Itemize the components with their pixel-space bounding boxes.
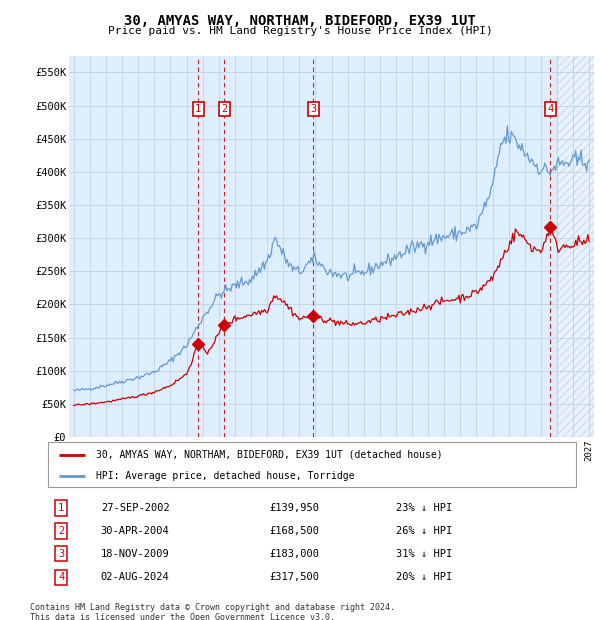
Text: 02-AUG-2024: 02-AUG-2024 bbox=[101, 572, 170, 583]
Text: Contains HM Land Registry data © Crown copyright and database right 2024.: Contains HM Land Registry data © Crown c… bbox=[30, 603, 395, 612]
FancyBboxPatch shape bbox=[48, 442, 576, 487]
Text: Price paid vs. HM Land Registry's House Price Index (HPI): Price paid vs. HM Land Registry's House … bbox=[107, 26, 493, 36]
Text: 3: 3 bbox=[310, 104, 317, 114]
Text: 20% ↓ HPI: 20% ↓ HPI bbox=[397, 572, 453, 583]
Bar bbox=[557, 56, 594, 437]
Text: This data is licensed under the Open Government Licence v3.0.: This data is licensed under the Open Gov… bbox=[30, 613, 335, 620]
Text: £168,500: £168,500 bbox=[270, 526, 320, 536]
Text: HPI: Average price, detached house, Torridge: HPI: Average price, detached house, Torr… bbox=[95, 471, 354, 480]
Text: 18-NOV-2009: 18-NOV-2009 bbox=[101, 549, 170, 559]
Text: 26% ↓ HPI: 26% ↓ HPI bbox=[397, 526, 453, 536]
Text: 1: 1 bbox=[58, 503, 64, 513]
Text: 2: 2 bbox=[58, 526, 64, 536]
Text: 27-SEP-2002: 27-SEP-2002 bbox=[101, 503, 170, 513]
Text: 3: 3 bbox=[58, 549, 64, 559]
Text: 2: 2 bbox=[221, 104, 227, 114]
Text: 30-APR-2004: 30-APR-2004 bbox=[101, 526, 170, 536]
Text: £139,950: £139,950 bbox=[270, 503, 320, 513]
Text: 1: 1 bbox=[195, 104, 202, 114]
Text: 30, AMYAS WAY, NORTHAM, BIDEFORD, EX39 1UT: 30, AMYAS WAY, NORTHAM, BIDEFORD, EX39 1… bbox=[124, 14, 476, 28]
Text: 31% ↓ HPI: 31% ↓ HPI bbox=[397, 549, 453, 559]
Text: £183,000: £183,000 bbox=[270, 549, 320, 559]
Text: 23% ↓ HPI: 23% ↓ HPI bbox=[397, 503, 453, 513]
Bar bbox=[557, 56, 594, 437]
Text: 4: 4 bbox=[58, 572, 64, 583]
Text: £317,500: £317,500 bbox=[270, 572, 320, 583]
Text: 30, AMYAS WAY, NORTHAM, BIDEFORD, EX39 1UT (detached house): 30, AMYAS WAY, NORTHAM, BIDEFORD, EX39 1… bbox=[95, 450, 442, 459]
Text: 4: 4 bbox=[547, 104, 553, 114]
